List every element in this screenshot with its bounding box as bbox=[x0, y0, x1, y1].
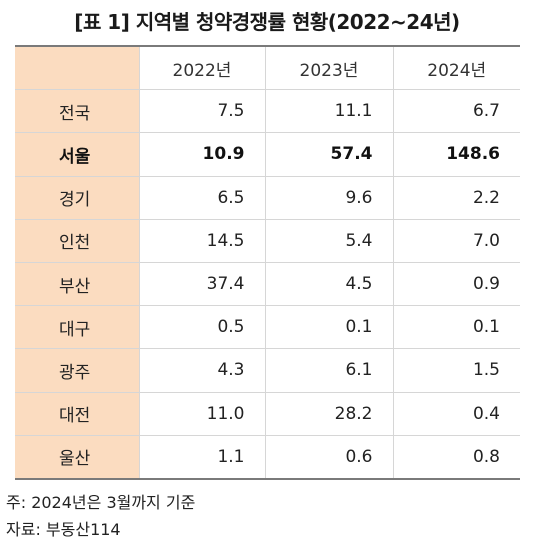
value-cell: 0.8 bbox=[392, 435, 520, 480]
table-row: 부산 37.4 4.5 0.9 bbox=[15, 262, 520, 307]
table-row: 전국 7.5 11.1 6.7 bbox=[15, 89, 520, 134]
value-cell: 5.4 bbox=[264, 219, 393, 263]
value-cell: 6.5 bbox=[138, 176, 265, 220]
region-label: 울산 bbox=[15, 435, 139, 480]
table-row: 경기 6.5 9.6 2.2 bbox=[15, 176, 520, 220]
column-header-2022: 2022년 bbox=[138, 45, 265, 91]
table-row: 대구 0.5 0.1 0.1 bbox=[15, 305, 520, 350]
value-cell: 4.5 bbox=[264, 262, 393, 307]
value-cell: 0.9 bbox=[392, 262, 520, 307]
region-label: 광주 bbox=[15, 348, 139, 393]
value-cell: 1.5 bbox=[392, 348, 520, 393]
region-label: 대전 bbox=[15, 392, 139, 436]
header-row: 2022년 2023년 2024년 bbox=[15, 45, 520, 91]
value-cell: 0.4 bbox=[392, 392, 520, 436]
value-cell: 10.9 bbox=[138, 132, 265, 177]
value-cell: 0.5 bbox=[138, 305, 265, 350]
column-header-2023: 2023년 bbox=[264, 45, 393, 91]
region-label: 인천 bbox=[15, 219, 139, 263]
table-title: [표 1] 지역별 청약경쟁률 현황(2022~24년) bbox=[74, 10, 460, 34]
value-cell: 6.1 bbox=[264, 348, 393, 393]
value-cell: 0.6 bbox=[264, 435, 393, 480]
value-cell: 1.1 bbox=[138, 435, 265, 480]
region-label: 서울 bbox=[15, 132, 139, 177]
table-row: 울산 1.1 0.6 0.8 bbox=[15, 435, 520, 480]
table-row: 대전 11.0 28.2 0.4 bbox=[15, 392, 520, 436]
table-row: 서울 10.9 57.4 148.6 bbox=[15, 132, 520, 177]
region-label: 경기 bbox=[15, 176, 139, 220]
value-cell: 7.0 bbox=[392, 219, 520, 263]
value-cell: 0.1 bbox=[264, 305, 393, 350]
value-cell: 0.1 bbox=[392, 305, 520, 350]
value-cell: 28.2 bbox=[264, 392, 393, 436]
footnote: 주: 2024년은 3월까지 기준 bbox=[6, 493, 196, 512]
table-row: 인천 14.5 5.4 7.0 bbox=[15, 219, 520, 263]
value-cell: 14.5 bbox=[138, 219, 265, 263]
competition-rate-table: 2022년 2023년 2024년 전국 7.5 11.1 6.7 서울 10.9 57.4… bbox=[15, 45, 520, 480]
value-cell: 11.1 bbox=[264, 89, 393, 134]
value-cell: 7.5 bbox=[138, 89, 265, 134]
value-cell: 9.6 bbox=[264, 176, 393, 220]
region-label: 부산 bbox=[15, 262, 139, 307]
value-cell: 148.6 bbox=[392, 132, 520, 177]
table-row: 광주 4.3 6.1 1.5 bbox=[15, 348, 520, 393]
value-cell: 4.3 bbox=[138, 348, 265, 393]
value-cell: 11.0 bbox=[138, 392, 265, 436]
value-cell: 6.7 bbox=[392, 89, 520, 134]
source-note: 자료: 부동산114 bbox=[6, 520, 121, 539]
region-label: 전국 bbox=[15, 89, 139, 134]
value-cell: 57.4 bbox=[264, 132, 393, 177]
column-header-2024: 2024년 bbox=[392, 45, 520, 91]
region-label: 대구 bbox=[15, 305, 139, 350]
header-corner-cell bbox=[15, 45, 139, 91]
value-cell: 2.2 bbox=[392, 176, 520, 220]
value-cell: 37.4 bbox=[138, 262, 265, 307]
